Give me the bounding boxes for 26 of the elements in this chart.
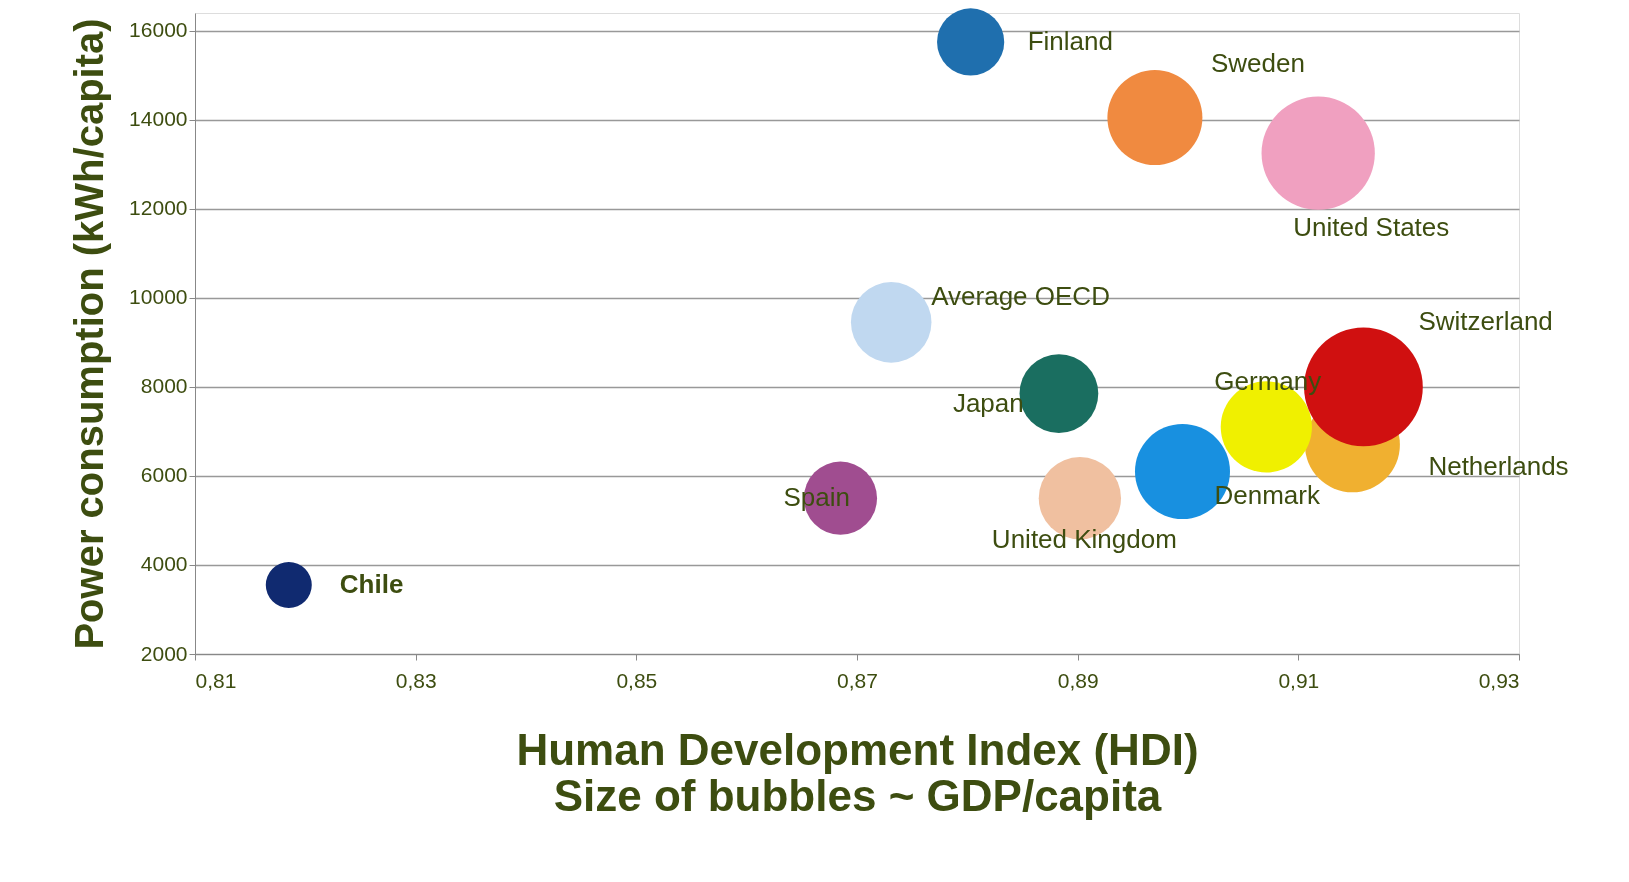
y-tick-label: 16000 bbox=[129, 18, 188, 42]
series-label: United States bbox=[1293, 212, 1450, 243]
y-tick-label: 6000 bbox=[140, 463, 188, 487]
y-tick-label: 2000 bbox=[140, 641, 188, 665]
y-tick-label: 4000 bbox=[140, 552, 188, 576]
series-label: Netherlands bbox=[1428, 450, 1569, 481]
y-tick-label: 14000 bbox=[129, 107, 188, 131]
series-label: Sweden bbox=[1210, 47, 1305, 78]
series-label: Japan bbox=[952, 387, 1024, 418]
series-label: Chile bbox=[339, 569, 404, 599]
x-tick-label: 0,83 bbox=[395, 668, 437, 692]
y-tick-label: 10000 bbox=[129, 285, 188, 309]
y-axis-title: Power consumption (kWh/capita) bbox=[67, 18, 112, 650]
y-tick-label: 8000 bbox=[140, 374, 188, 398]
x-tick-label: 0,91 bbox=[1278, 668, 1320, 692]
x-tick-label: 0,93 bbox=[1478, 668, 1520, 692]
x-axis-title: Human Development Index (HDI) Size of bubbles ~ GDP/capita bbox=[516, 724, 1199, 820]
x-tick-label: 0,89 bbox=[1057, 668, 1099, 692]
x-tick-label: 0,81 bbox=[195, 668, 237, 692]
y-tick-label: 12000 bbox=[129, 196, 188, 220]
series-label: Average OECD bbox=[931, 281, 1110, 312]
series-label: United Kingdom bbox=[991, 524, 1177, 555]
series-label: Switzerland bbox=[1418, 305, 1553, 336]
x-tick-label: 0,87 bbox=[837, 668, 878, 692]
series-label: Finland bbox=[1027, 25, 1113, 56]
x-tick-label: 0,85 bbox=[616, 668, 658, 692]
